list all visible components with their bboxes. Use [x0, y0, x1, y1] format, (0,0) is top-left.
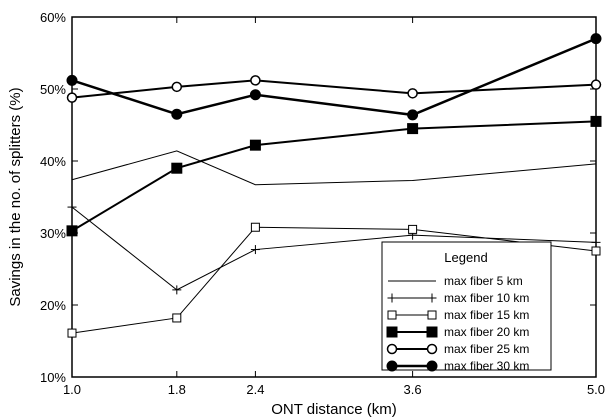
data-point [249, 89, 261, 101]
legend-label: max fiber 10 km [444, 291, 529, 305]
legend-label: max fiber 5 km [444, 274, 523, 288]
data-point [249, 139, 261, 151]
x-tick-label: 1.8 [168, 382, 186, 397]
axis-ticks: 10% 20% 30% 40% 50% 60% 1.0 1.8 2.4 3.6 5.0 [40, 10, 605, 397]
series-max-fiber-20-km [66, 115, 602, 237]
x-tick-label: 3.6 [404, 382, 422, 397]
data-point [387, 310, 397, 320]
y-axis-title: Savings in the no. of splitters (%) [7, 87, 24, 306]
series-max-fiber-5-km [71, 150, 597, 186]
series-max-fiber-10-km [67, 202, 601, 295]
series-max-fiber-30-km [66, 33, 602, 121]
legend-entry: max fiber 5 km [388, 274, 523, 288]
x-axis-title: ONT distance (km) [271, 401, 397, 418]
data-point [591, 246, 601, 256]
y-tick-label: 50% [40, 82, 66, 97]
data-point [407, 109, 419, 121]
y-tick-label: 30% [40, 226, 66, 241]
legend-label: max fiber 15 km [444, 308, 529, 322]
legend-title: Legend [444, 250, 487, 265]
legend-entry: max fiber 15 km [387, 308, 529, 322]
data-point [408, 224, 418, 234]
data-point [171, 162, 183, 174]
data-point [590, 33, 602, 45]
x-tick-label: 2.4 [246, 382, 264, 397]
data-point [386, 326, 398, 338]
data-point [590, 115, 602, 127]
data-point [66, 92, 78, 103]
legend-label: max fiber 25 km [444, 342, 529, 356]
data-point [171, 108, 183, 120]
legend-entry: max fiber 25 km [386, 342, 529, 356]
y-tick-label: 10% [40, 370, 66, 385]
series-layer [66, 33, 602, 338]
data-point [407, 123, 419, 135]
legend: Legend max fiber 5 km max fiber 10 km max … [381, 241, 552, 373]
data-point [426, 343, 438, 355]
data-point [427, 310, 437, 320]
data-point [386, 360, 398, 372]
series-line [71, 79, 597, 99]
legend-entry: max fiber 10 km [387, 291, 529, 305]
legend-label: max fiber 20 km [444, 325, 529, 339]
data-point [250, 75, 261, 86]
series-line [71, 150, 597, 186]
data-point [66, 225, 78, 237]
data-point [426, 326, 438, 338]
data-point [426, 360, 438, 372]
series-line [71, 120, 597, 232]
x-tick-label: 5.0 [587, 382, 605, 397]
legend-label: max fiber 30 km [444, 359, 529, 373]
data-point [172, 313, 182, 323]
data-point [590, 79, 602, 90]
data-point [66, 74, 78, 86]
x-tick-label: 1.0 [63, 382, 81, 397]
data-point [407, 88, 418, 99]
plot-frame [71, 16, 597, 378]
data-point [386, 343, 398, 355]
y-tick-label: 40% [40, 154, 66, 169]
data-point [67, 328, 77, 338]
y-tick-label: 60% [40, 10, 66, 25]
legend-entry: max fiber 20 km [386, 325, 529, 339]
series-line [71, 37, 597, 117]
data-point [171, 81, 183, 93]
series-max-fiber-15-km [67, 222, 601, 338]
series-max-fiber-25-km [66, 75, 602, 103]
data-point [250, 222, 260, 232]
y-tick-label: 20% [40, 298, 66, 313]
legend-entry: max fiber 30 km [386, 359, 529, 373]
